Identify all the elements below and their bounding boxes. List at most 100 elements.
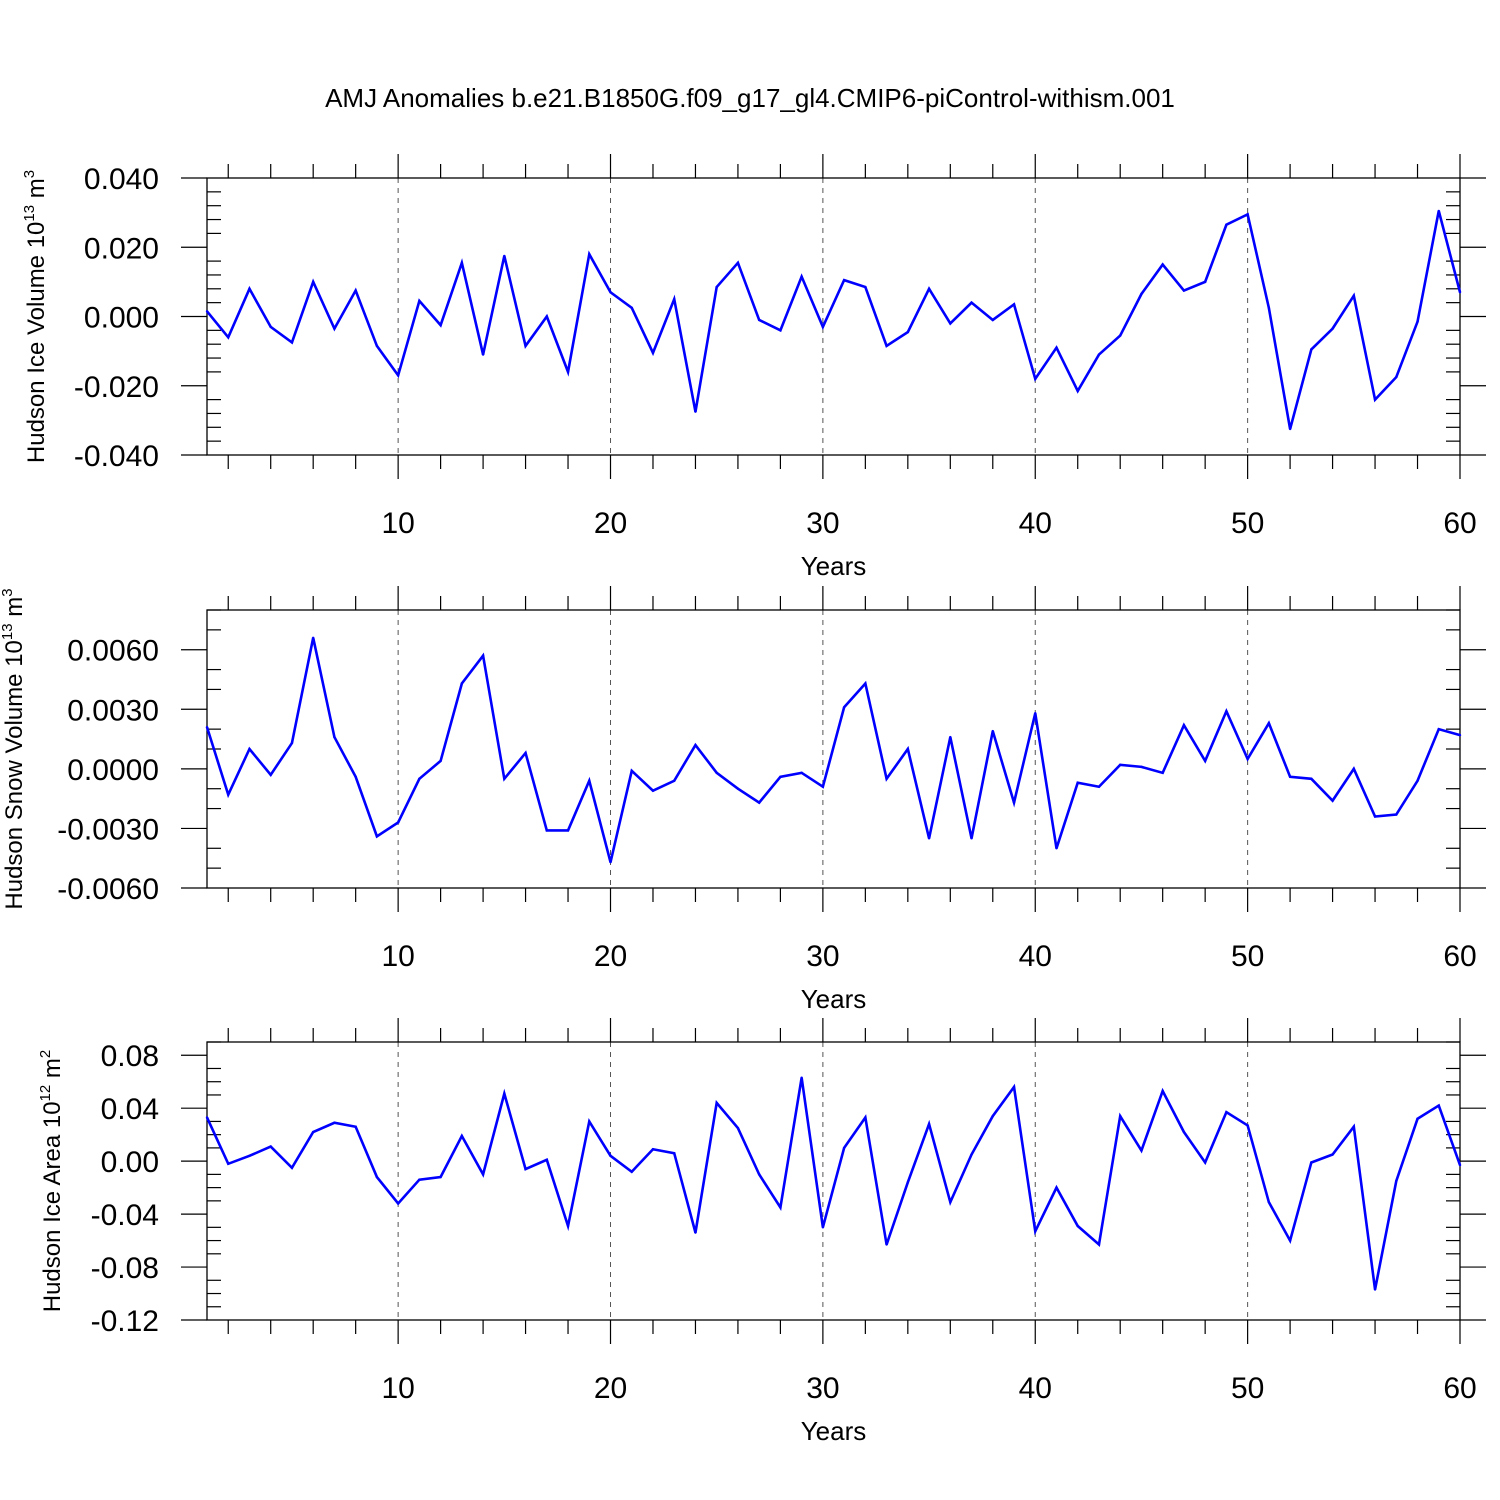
- x-axis-label: Years: [801, 551, 867, 581]
- x-tick-label: 20: [594, 940, 627, 973]
- data-point: [1458, 291, 1462, 294]
- y-tick-label: 0.00: [101, 1146, 159, 1179]
- data-point: [673, 1152, 676, 1155]
- data-point: [396, 821, 400, 824]
- data-point: [1119, 334, 1122, 337]
- x-axis-label: Years: [801, 984, 867, 1014]
- data-point: [439, 759, 442, 763]
- data-point: [694, 1231, 697, 1234]
- x-tick-label: 20: [594, 1372, 627, 1405]
- x-tick-label: 30: [806, 507, 839, 540]
- data-point: [481, 654, 485, 657]
- data-point: [1097, 1243, 1101, 1246]
- data-point: [1373, 398, 1377, 401]
- data-point: [1012, 1085, 1016, 1089]
- data-point: [1119, 1114, 1122, 1118]
- y-tick-label: 0.020: [84, 232, 159, 265]
- data-point: [1246, 213, 1249, 216]
- data-point: [1437, 727, 1440, 731]
- data-point: [375, 344, 379, 348]
- y-axis-label: Hudson Snow Volume 1013 m3: [0, 588, 28, 909]
- data-point: [205, 1116, 209, 1119]
- data-point: [630, 1170, 633, 1173]
- data-point: [821, 1226, 825, 1229]
- data-point: [227, 1162, 230, 1165]
- data-point: [269, 1145, 272, 1148]
- data-point: [1203, 1161, 1207, 1164]
- data-point: [885, 777, 888, 780]
- x-tick-label: 10: [381, 1372, 414, 1405]
- data-point: [609, 291, 612, 294]
- data-point: [1331, 1153, 1334, 1156]
- data-point: [1012, 801, 1016, 804]
- data-point: [1458, 733, 1462, 737]
- data-point: [1352, 294, 1356, 297]
- data-point: [396, 1202, 400, 1205]
- series-line: [205, 637, 1461, 863]
- data-point: [1161, 771, 1164, 775]
- data-point: [481, 1173, 485, 1176]
- data-point: [1331, 799, 1334, 802]
- data-point: [694, 410, 697, 413]
- data-point: [566, 370, 570, 374]
- y-tick-label: -0.0060: [57, 873, 159, 906]
- data-point: [842, 278, 846, 282]
- data-point: [800, 771, 803, 775]
- data-point: [588, 252, 591, 256]
- data-point: [503, 1092, 506, 1095]
- y-axis-label: Hudson Ice Volume 1013 m3: [21, 170, 50, 463]
- x-tick-label: 10: [381, 507, 414, 540]
- y-tick-label: 0.04: [101, 1093, 159, 1126]
- x-axis-label: Years: [801, 1416, 867, 1446]
- data-point: [630, 769, 633, 773]
- data-point: [651, 351, 655, 355]
- data-point: [1076, 389, 1079, 393]
- data-point: [779, 1206, 782, 1209]
- data-point: [290, 341, 294, 344]
- data-point: [949, 735, 952, 739]
- data-point: [864, 1116, 867, 1119]
- data-point: [1097, 353, 1101, 356]
- x-tick-label: 50: [1231, 940, 1264, 973]
- data-point: [545, 315, 548, 318]
- data-point: [354, 775, 357, 778]
- y-tick-label: -0.020: [74, 371, 159, 404]
- data-point: [694, 743, 697, 747]
- data-point: [906, 330, 910, 334]
- data-point: [460, 682, 464, 685]
- data-point: [269, 773, 272, 777]
- data-point: [248, 1154, 251, 1158]
- data-point: [949, 322, 952, 325]
- data-point: [524, 751, 527, 755]
- data-point: [1288, 1239, 1292, 1242]
- data-point: [800, 275, 803, 278]
- data-point: [970, 1153, 973, 1156]
- data-point: [418, 1178, 421, 1181]
- data-point: [1395, 813, 1398, 816]
- data-point: [1395, 375, 1398, 379]
- data-point: [757, 318, 761, 322]
- data-point: [970, 301, 973, 304]
- series-line: [205, 1077, 1462, 1290]
- data-point: [1458, 1163, 1462, 1167]
- data-point: [524, 1167, 527, 1171]
- data-point: [821, 785, 825, 788]
- data-point: [1140, 292, 1143, 296]
- data-point: [779, 329, 782, 332]
- data-point: [524, 344, 527, 348]
- y-tick-label: -0.12: [91, 1305, 159, 1338]
- data-point: [1288, 775, 1292, 778]
- data-point: [651, 789, 655, 792]
- x-tick-label: 30: [806, 940, 839, 973]
- data-point: [1246, 757, 1249, 761]
- data-point: [1012, 303, 1016, 306]
- data-point: [906, 747, 910, 751]
- data-point: [460, 1134, 464, 1138]
- x-tick-label: 40: [1019, 940, 1052, 973]
- data-point: [418, 777, 421, 780]
- data-point: [1076, 1224, 1079, 1228]
- data-point: [1034, 377, 1037, 381]
- y-tick-label: 0.000: [84, 302, 159, 335]
- data-point: [1416, 779, 1419, 782]
